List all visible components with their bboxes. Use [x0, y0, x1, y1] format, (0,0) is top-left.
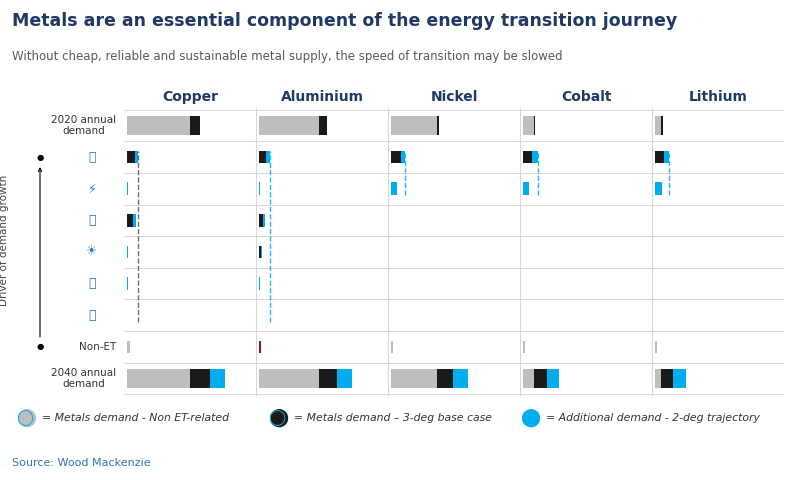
Bar	[258, 341, 262, 353]
Bar	[258, 116, 319, 135]
Bar	[654, 369, 662, 388]
Text: ◯: ◯	[268, 409, 285, 426]
Bar	[126, 369, 190, 388]
Bar	[133, 214, 135, 227]
Bar	[258, 214, 263, 227]
Bar	[263, 214, 266, 227]
Bar	[534, 116, 535, 135]
Text: 🚗: 🚗	[88, 151, 96, 164]
Bar	[654, 182, 662, 195]
Bar	[126, 116, 190, 135]
Text: Copper: Copper	[162, 90, 218, 104]
Text: Cobalt: Cobalt	[561, 90, 611, 104]
Text: Lithium: Lithium	[689, 90, 747, 104]
Text: Metals are an essential component of the energy transition journey: Metals are an essential component of the…	[12, 12, 678, 30]
Bar	[522, 151, 532, 163]
Bar	[258, 369, 319, 388]
Bar	[654, 116, 662, 135]
Bar	[190, 116, 199, 135]
Text: ⬤: ⬤	[520, 408, 540, 427]
Text: 🔌: 🔌	[88, 309, 96, 322]
Text: ●: ●	[36, 342, 44, 351]
Bar	[126, 246, 128, 258]
Text: Driver of demand growth: Driver of demand growth	[0, 174, 9, 306]
Text: 🏗: 🏗	[88, 214, 96, 227]
Text: = Metals demand - Non ET-related: = Metals demand - Non ET-related	[42, 413, 229, 422]
Bar	[190, 369, 210, 388]
Text: Aluminium: Aluminium	[281, 90, 363, 104]
Bar	[258, 182, 260, 195]
Bar	[390, 116, 437, 135]
Bar	[664, 151, 669, 163]
Text: ◯: ◯	[16, 409, 33, 426]
Bar	[266, 151, 270, 163]
Bar	[547, 369, 559, 388]
Bar	[210, 369, 225, 388]
Text: Source: Wood Mackenzie: Source: Wood Mackenzie	[12, 458, 150, 468]
Bar	[674, 369, 686, 388]
Bar	[662, 369, 674, 388]
Bar	[258, 246, 261, 258]
Text: ⬤: ⬤	[268, 408, 288, 427]
Bar	[532, 151, 538, 163]
Bar	[126, 277, 128, 290]
Text: Nickel: Nickel	[430, 90, 478, 104]
Text: 🌬: 🌬	[88, 277, 96, 290]
Bar	[126, 341, 130, 353]
Text: = Metals demand – 3-deg base case: = Metals demand – 3-deg base case	[294, 413, 491, 422]
Bar	[319, 116, 326, 135]
Bar	[258, 277, 260, 290]
Text: ☀: ☀	[86, 245, 98, 259]
Bar	[522, 182, 529, 195]
Text: ⬤: ⬤	[16, 408, 36, 427]
Bar	[390, 341, 393, 353]
Bar	[390, 369, 437, 388]
Bar	[401, 151, 406, 163]
Bar	[522, 369, 534, 388]
Bar	[134, 151, 138, 163]
Bar	[437, 369, 454, 388]
Bar	[654, 341, 657, 353]
Bar	[522, 341, 525, 353]
Text: Without cheap, reliable and sustainable metal supply, the speed of transition ma: Without cheap, reliable and sustainable …	[12, 50, 562, 63]
Bar	[126, 151, 134, 163]
Bar	[654, 151, 664, 163]
Bar	[126, 214, 133, 227]
Text: ●: ●	[36, 153, 44, 162]
Bar	[126, 182, 128, 195]
Bar	[454, 369, 468, 388]
Bar	[522, 116, 534, 135]
Bar	[258, 151, 266, 163]
Bar	[390, 182, 397, 195]
Text: 2020 annual
demand: 2020 annual demand	[51, 115, 116, 136]
Bar	[390, 151, 401, 163]
Text: ⚡: ⚡	[88, 182, 96, 195]
Bar	[338, 369, 351, 388]
Bar	[319, 369, 338, 388]
Text: = Additional demand - 2-deg trajectory: = Additional demand - 2-deg trajectory	[546, 413, 759, 422]
Bar	[261, 246, 262, 258]
Text: 2040 annual
demand: 2040 annual demand	[51, 368, 116, 389]
Bar	[534, 369, 547, 388]
Bar	[437, 116, 438, 135]
Text: Non-ET: Non-ET	[78, 342, 116, 352]
